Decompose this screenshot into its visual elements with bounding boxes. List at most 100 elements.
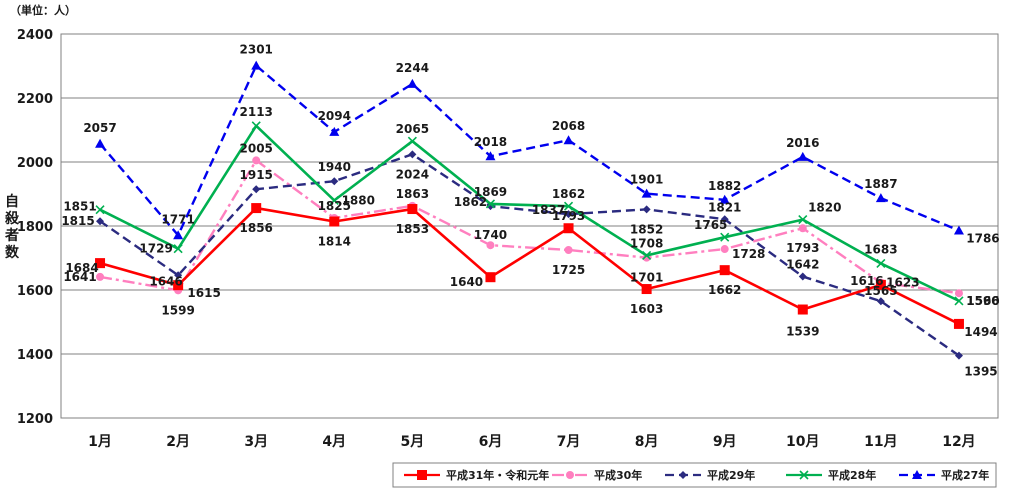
data-point bbox=[407, 136, 417, 146]
data-point bbox=[407, 78, 418, 88]
data-label: 1623 bbox=[886, 276, 919, 290]
data-point bbox=[95, 138, 106, 148]
data-label: 1708 bbox=[630, 236, 663, 250]
y-tick-label: 1600 bbox=[17, 284, 53, 299]
data-label: 2005 bbox=[240, 141, 273, 155]
data-label: 1641 bbox=[63, 270, 96, 284]
data-label: 1862 bbox=[454, 195, 487, 209]
x-tick-label: 3月 bbox=[244, 434, 268, 450]
series-5 bbox=[95, 60, 964, 240]
data-point bbox=[408, 150, 417, 159]
data-point bbox=[251, 203, 262, 214]
data-label: 1851 bbox=[63, 200, 96, 214]
data-label: 1882 bbox=[708, 179, 741, 193]
unit-label: （単位：人） bbox=[10, 3, 76, 17]
data-label: 1852 bbox=[630, 222, 663, 236]
legend: 平成31年・令和元年 平成30年 平成29年 平成28年 平成27年 bbox=[392, 462, 997, 488]
series-layer bbox=[95, 60, 964, 360]
data-label: 1815 bbox=[61, 214, 94, 228]
data-label: 2094 bbox=[318, 109, 351, 123]
data-label: 1825 bbox=[318, 199, 351, 213]
x-tick-label: 7月 bbox=[557, 434, 581, 450]
data-label: 1837 bbox=[532, 203, 565, 217]
data-label: 1683 bbox=[864, 242, 897, 256]
legend-label: 平成31年・令和元年 bbox=[446, 468, 549, 482]
data-point bbox=[642, 250, 652, 261]
series-line bbox=[99, 153, 960, 357]
data-point bbox=[954, 289, 963, 298]
data-point bbox=[174, 271, 183, 280]
data-label: 1793 bbox=[552, 209, 585, 223]
data-point bbox=[954, 296, 964, 306]
data-label: 2244 bbox=[396, 61, 429, 75]
data-point bbox=[797, 151, 808, 161]
data-point bbox=[96, 217, 105, 226]
data-label: 1771 bbox=[161, 212, 194, 226]
data-point bbox=[875, 279, 886, 290]
data-label: 1740 bbox=[474, 228, 507, 242]
data-point bbox=[173, 280, 184, 291]
x-tick-label: 1月 bbox=[88, 434, 112, 450]
series-2-labels: 1641 1599 2005 1825 1863 1740 1725 1701 1728 1793… bbox=[63, 141, 999, 317]
data-label: 1901 bbox=[630, 173, 663, 187]
legend-swatch-marker bbox=[912, 470, 922, 479]
series-line bbox=[99, 206, 960, 326]
data-label: 1642 bbox=[786, 258, 819, 272]
data-label: 2065 bbox=[396, 122, 429, 136]
y-axis-label-char: 自 bbox=[5, 193, 19, 210]
data-point bbox=[173, 230, 184, 240]
data-label: 1940 bbox=[318, 160, 351, 174]
data-label: 1869 bbox=[474, 185, 507, 199]
x-axis-ticks: 1月 2月 3月 4月 5月 6月 7月 8月 9月 10月 11月 12月 bbox=[88, 434, 976, 450]
data-label: 2068 bbox=[552, 119, 585, 133]
data-label: 1566 bbox=[966, 294, 999, 308]
data-point bbox=[563, 223, 574, 234]
data-label: 1615 bbox=[187, 286, 220, 300]
data-label: 1701 bbox=[630, 271, 663, 285]
data-label: 1603 bbox=[630, 302, 663, 316]
x-tick-label: 12月 bbox=[942, 434, 975, 450]
data-point bbox=[798, 224, 807, 233]
x-tick-label: 9月 bbox=[713, 434, 737, 450]
data-labels-layer: 1684 1615 1856 1814 1853 1640 1793 1603 1662 1539… bbox=[61, 43, 999, 379]
data-label: 1494 bbox=[964, 325, 997, 339]
y-axis-label-char: 殺 bbox=[4, 210, 20, 227]
data-label: 1395 bbox=[964, 365, 997, 379]
data-label: 2057 bbox=[83, 121, 116, 135]
legend-swatch-marker bbox=[679, 471, 687, 479]
legend-item-3: 平成29年 bbox=[665, 468, 755, 482]
data-label: 2301 bbox=[240, 43, 273, 57]
data-label: 1640 bbox=[450, 275, 483, 289]
data-label: 1565 bbox=[864, 284, 897, 298]
data-label: 1856 bbox=[240, 221, 273, 235]
x-tick-label: 11月 bbox=[864, 434, 897, 450]
legend-label: 平成30年 bbox=[594, 468, 642, 482]
data-point bbox=[720, 215, 729, 224]
data-point bbox=[641, 284, 652, 295]
data-label: 1863 bbox=[396, 187, 429, 201]
data-point bbox=[173, 244, 183, 254]
y-tick-label: 2200 bbox=[17, 92, 53, 107]
series-5-labels: 2057 1771 2301 2094 2244 2018 2068 1901 1882 2016… bbox=[83, 43, 999, 246]
x-tick-label: 10月 bbox=[786, 434, 819, 450]
data-label: 1820 bbox=[808, 201, 841, 215]
data-point bbox=[329, 195, 339, 205]
data-point bbox=[486, 241, 495, 250]
data-point bbox=[798, 272, 807, 281]
data-point bbox=[798, 215, 808, 225]
legend-item-1: 平成31年・令和元年 bbox=[404, 468, 549, 482]
legend-item-5: 平成27年 bbox=[899, 468, 989, 482]
data-label: 1793 bbox=[786, 241, 819, 255]
data-point bbox=[96, 272, 105, 281]
data-label: 1728 bbox=[732, 247, 765, 261]
y-tick-label: 1400 bbox=[17, 348, 53, 363]
data-point bbox=[329, 126, 340, 136]
data-point bbox=[252, 185, 261, 194]
data-point bbox=[720, 245, 729, 254]
data-point bbox=[875, 193, 886, 203]
data-label: 1765 bbox=[694, 218, 727, 232]
y-tick-label: 2000 bbox=[17, 156, 53, 171]
